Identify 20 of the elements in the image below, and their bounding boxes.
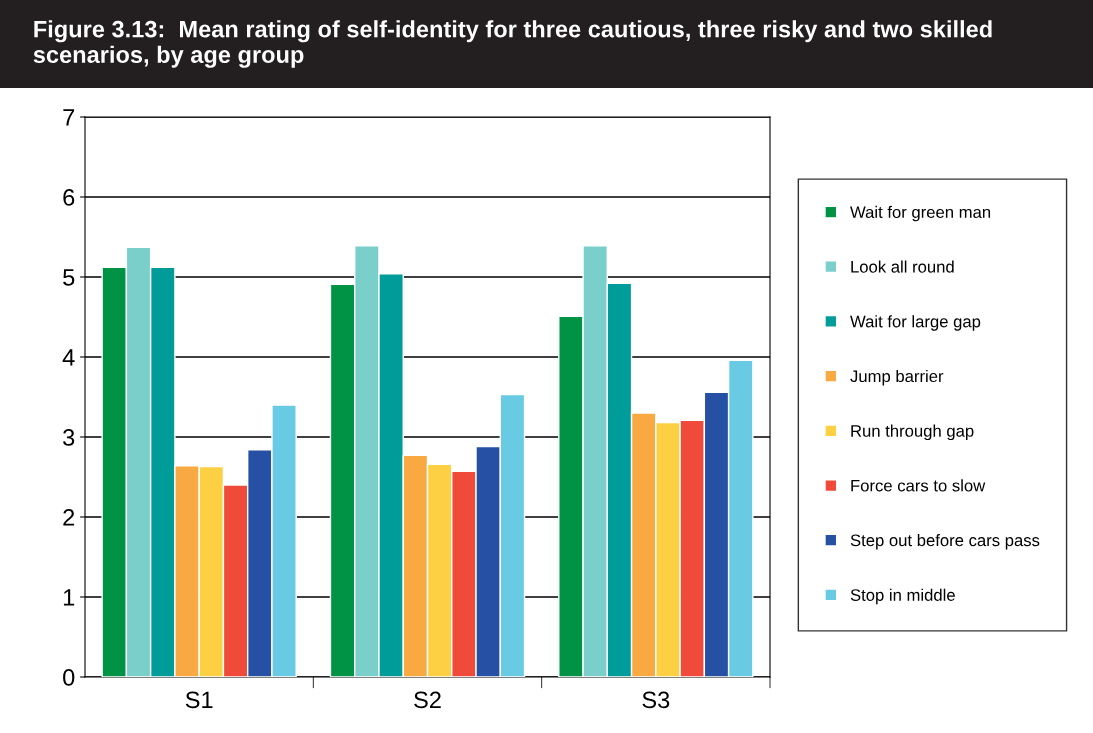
legend-label: Look all round [851,260,954,273]
x-tick-label: S1 [185,691,213,709]
y-tick-label: 6 [63,189,75,206]
legend-label: Jump barrier [850,369,944,386]
legend-label: Stop in middle [850,588,955,605]
y-tick-label: 4 [62,349,75,366]
y-tick-label: 1 [63,589,75,606]
legend-label: Wait for large gap [850,315,981,331]
x-tick-label: S3 [642,691,670,709]
legend-label: Force cars to slow [851,479,986,492]
legend-label: Step out before cars pass [850,533,1040,550]
y-tick-label: 3 [63,429,75,446]
y-tick-label: 0 [63,669,75,686]
legend-label: Run through gap [851,424,974,441]
chart-title: Figure 3.13: Mean rating of self-identity for three cautious, three risky and two skilled scenarios, by age group [33,20,992,68]
x-tick-label: S2 [414,691,441,709]
legend-label: Wait for green man [850,205,991,222]
y-tick-label: 7 [63,109,75,126]
y-tick-label: 2 [63,509,75,526]
y-tick-label: 5 [63,269,75,286]
